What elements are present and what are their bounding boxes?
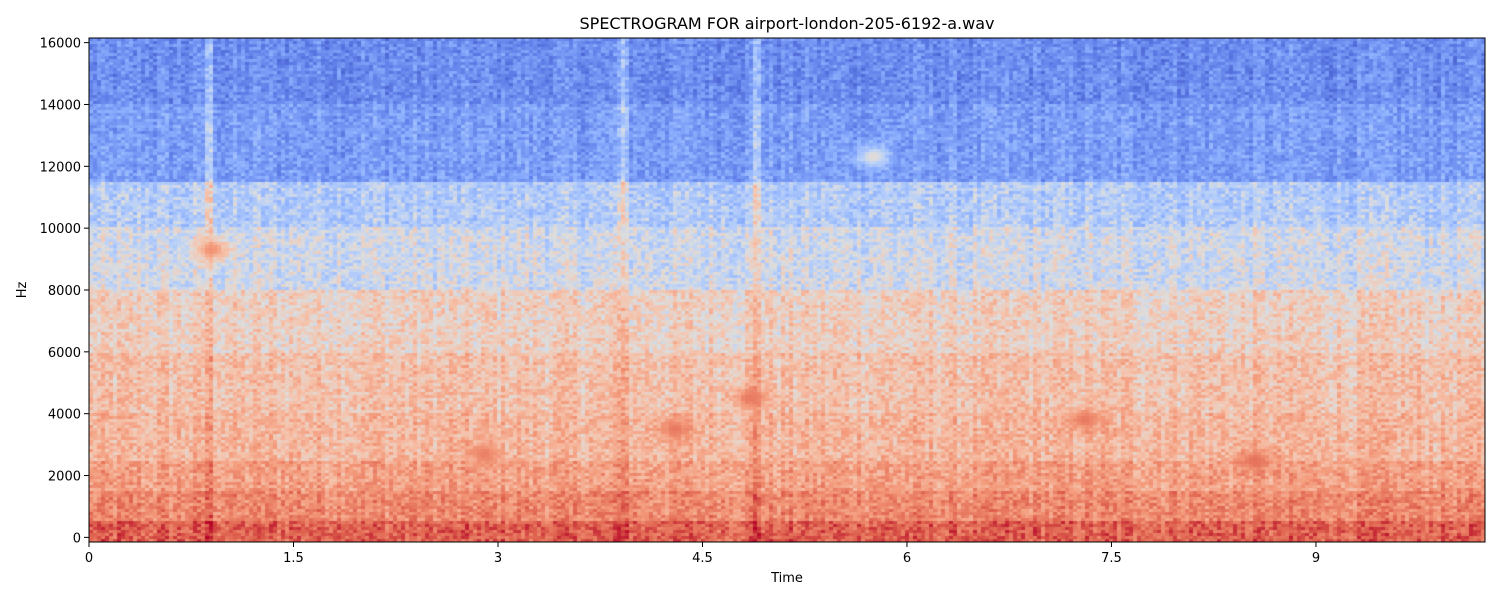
y-tick-label: 10000 — [40, 222, 81, 237]
chart-title: SPECTROGRAM FOR airport-london-205-6192-… — [580, 14, 995, 33]
y-axis-label: Hz — [15, 282, 30, 299]
y-tick-label: 0 — [73, 531, 81, 546]
y-tick-label: 2000 — [48, 470, 81, 485]
x-axis: 0 1.5 3 4.5 6 7.5 9 — [85, 542, 1320, 566]
x-tick-label: 3 — [494, 551, 502, 566]
spectrogram-heatmap — [89, 38, 1485, 542]
y-tick-label: 8000 — [48, 284, 81, 299]
y-tick-label: 6000 — [48, 346, 81, 361]
x-tick-label: 0 — [85, 551, 93, 566]
y-tick-label: 14000 — [40, 98, 81, 113]
x-tick-label: 6 — [903, 551, 911, 566]
x-tick-label: 4.5 — [692, 551, 713, 566]
y-tick-label: 12000 — [40, 160, 81, 175]
x-tick-label: 7.5 — [1101, 551, 1122, 566]
spectrogram-raster — [89, 38, 1485, 542]
y-tick-label: 16000 — [40, 37, 81, 52]
y-axis: 0 2000 4000 6000 8000 10000 12000 14000 16000 — [40, 37, 89, 546]
x-axis-label: Time — [770, 571, 803, 586]
x-tick-label: 9 — [1312, 551, 1320, 566]
x-tick-label: 1.5 — [283, 551, 304, 566]
y-tick-label: 4000 — [48, 408, 81, 423]
